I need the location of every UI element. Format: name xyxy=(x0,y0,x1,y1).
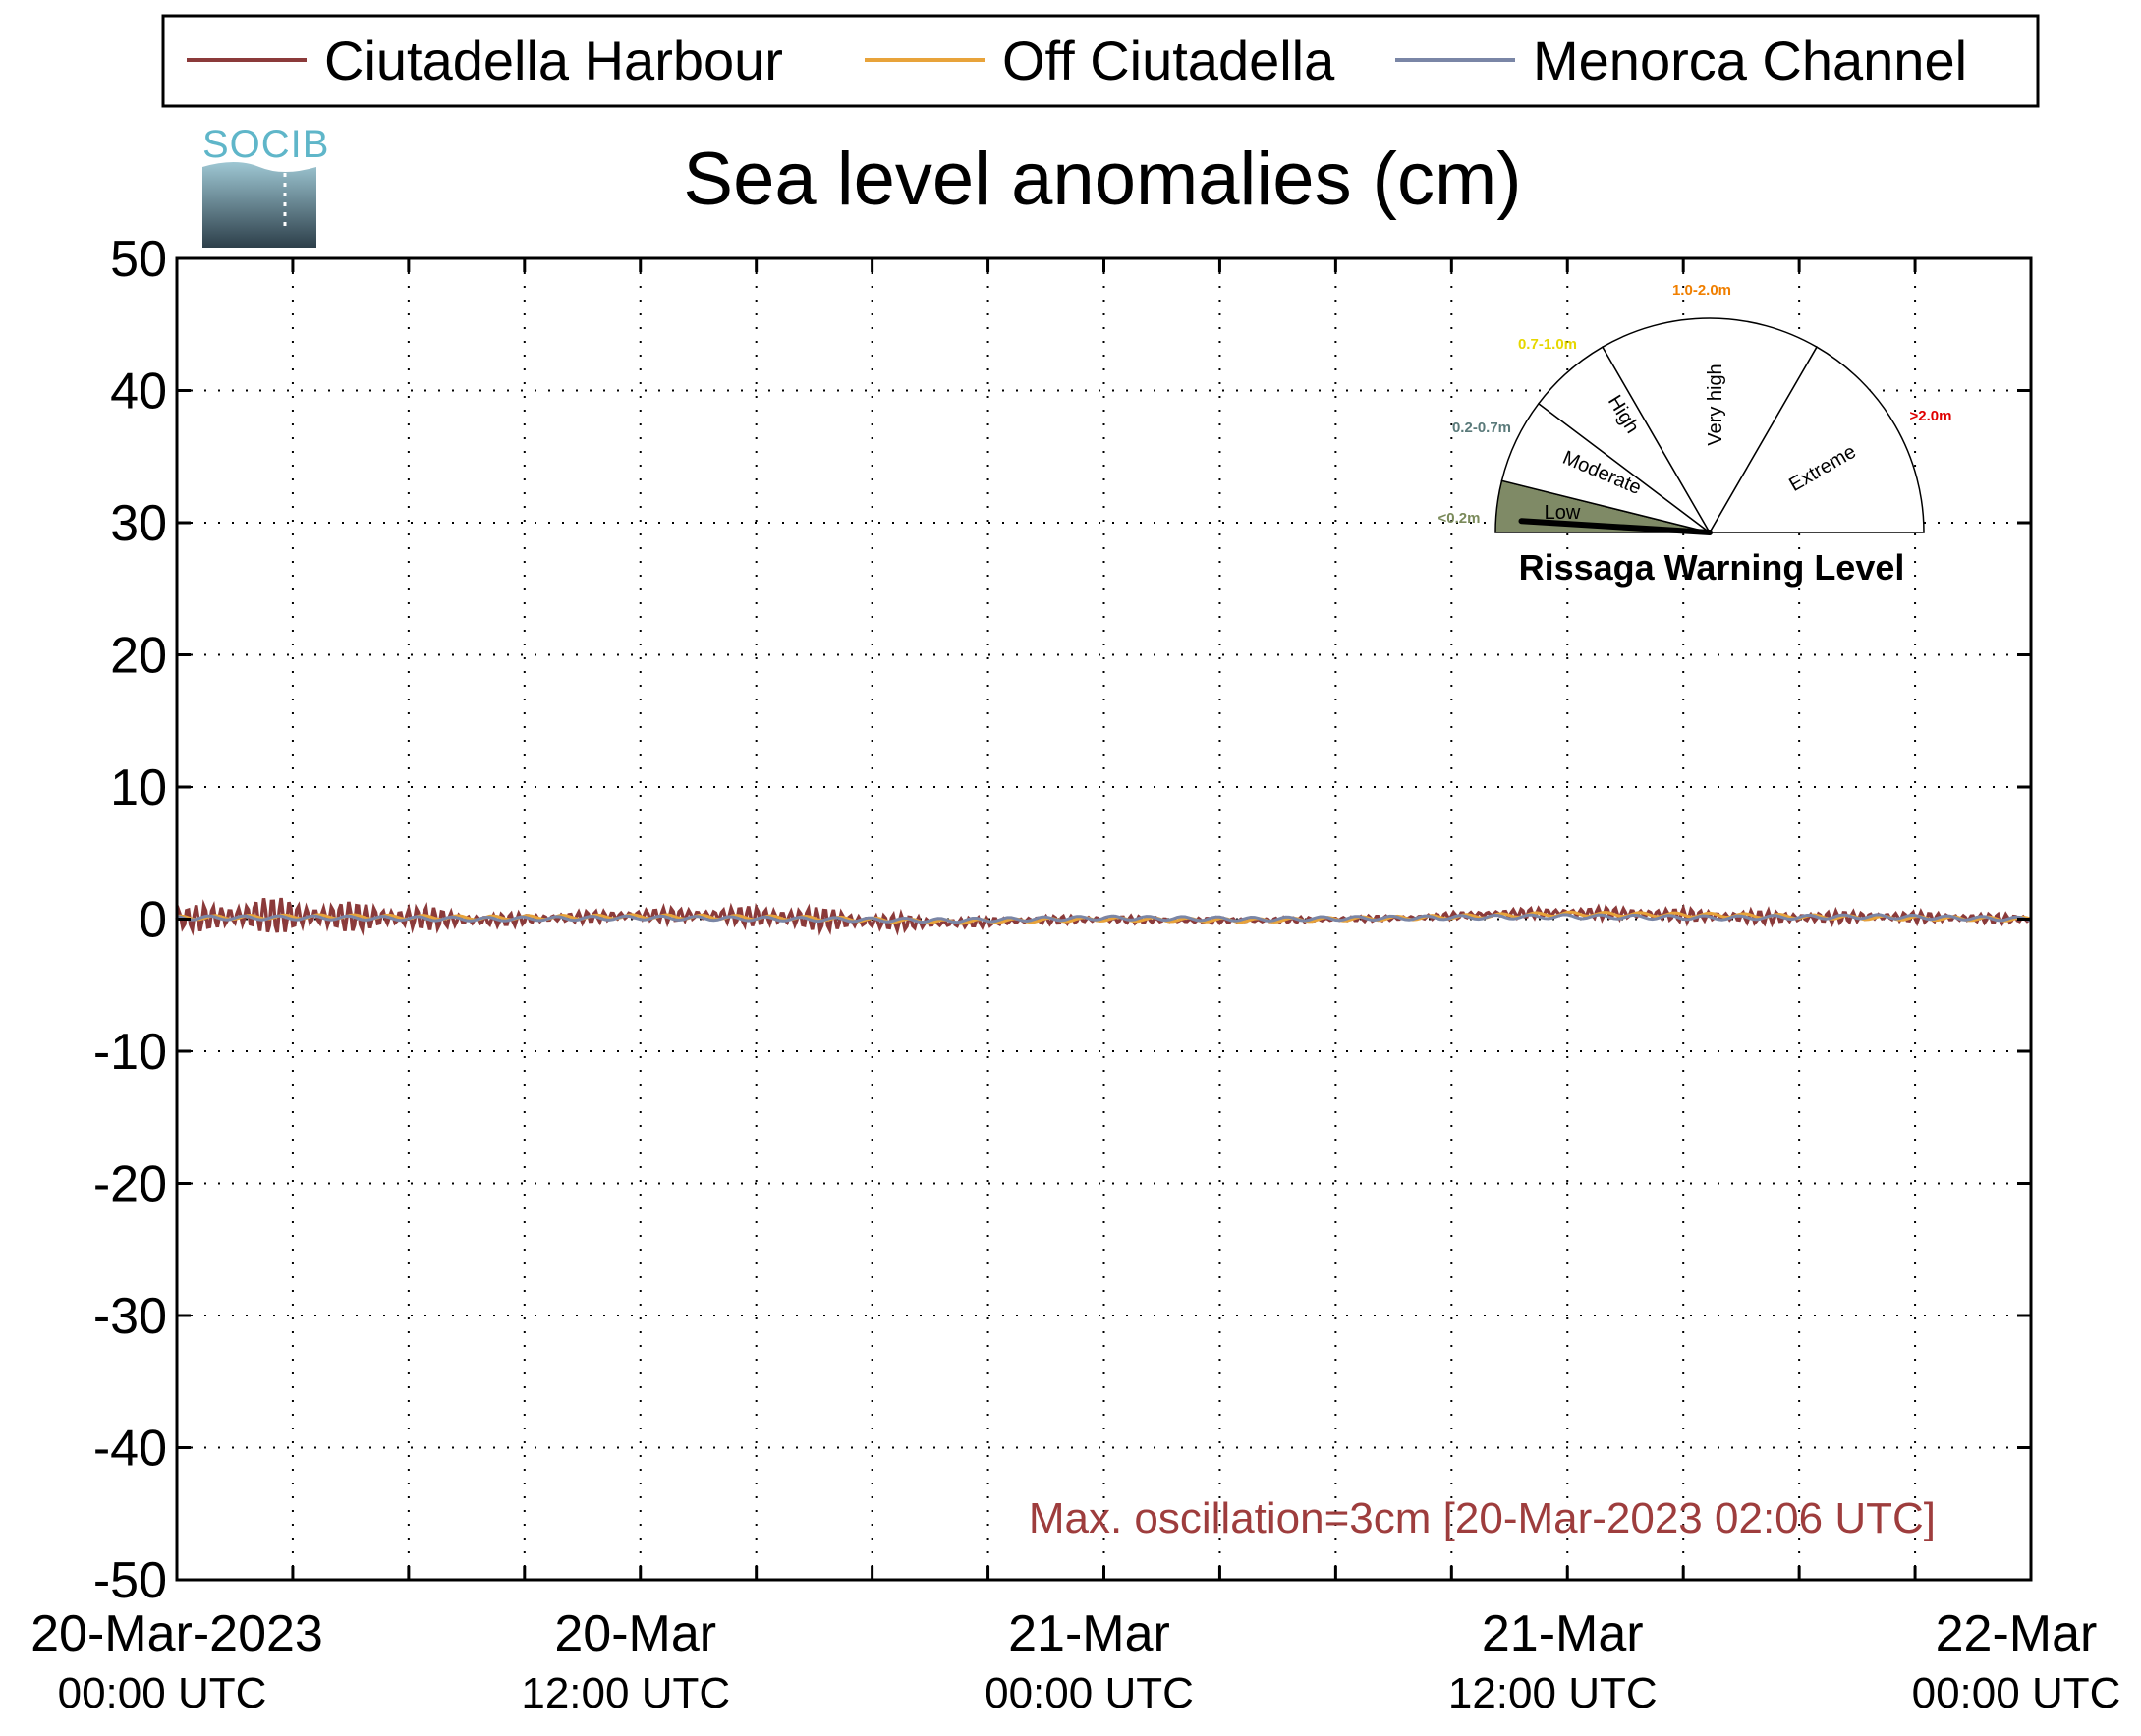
x-tick-time-label: 12:00 UTC xyxy=(1448,1669,1658,1717)
chart-title: Sea level anomalies (cm) xyxy=(683,138,1521,221)
y-tick-label: 50 xyxy=(110,231,167,288)
x-tick-date-label: 22-Mar xyxy=(1936,1605,2098,1662)
y-tick-label: -30 xyxy=(93,1288,167,1345)
gauge-segment-very-high xyxy=(1601,317,1819,534)
gauge-range-label: <0.2m xyxy=(1438,510,1481,527)
x-tick-date-label: 20-Mar xyxy=(554,1605,716,1662)
rissaga-warning-gauge: Rissaga Warning Level Low<0.2mModerate0.… xyxy=(1438,282,1952,588)
gauge-range-label: >2.0m xyxy=(1910,408,1952,424)
y-tick-label: 10 xyxy=(110,759,167,816)
legend: Ciutadella Harbour Off Ciutadella Menorc… xyxy=(161,14,2040,108)
x-tick-time-label: 12:00 UTC xyxy=(521,1669,730,1717)
gauge-segment-extreme xyxy=(1708,346,1925,533)
y-tick-label: 40 xyxy=(110,364,167,420)
series-layer xyxy=(175,897,2033,936)
y-tick-label: 20 xyxy=(110,628,167,685)
gauge-range-label: 0.7-1.0m xyxy=(1518,336,1577,353)
legend-label-ciutadella-harbour: Ciutadella Harbour xyxy=(324,29,783,91)
y-axis: 50 40 30 20 10 0 -10 -20 -30 -40 -50 xyxy=(93,231,2031,1609)
x-tick-date-label: 21-Mar xyxy=(1482,1605,1644,1662)
socib-logo: SOCIB xyxy=(202,123,329,248)
socib-logo-text: SOCIB xyxy=(202,123,329,166)
y-tick-label: -40 xyxy=(93,1421,167,1478)
y-tick-label: -10 xyxy=(93,1024,167,1081)
gauge-needle xyxy=(1518,518,1713,535)
plot-area: 50 40 30 20 10 0 -10 -20 -30 -40 -50 20-Mar-2023 00… xyxy=(30,231,2120,1717)
x-tick-date-label: 20-Mar-2023 xyxy=(30,1605,323,1662)
x-tick-time-label: 00:00 UTC xyxy=(58,1669,267,1717)
max-oscillation-annotation: Max. oscillation=3cm [20-Mar-2023 02:06 … xyxy=(1029,1494,1936,1542)
gauge-range-label: 1.0-2.0m xyxy=(1672,282,1731,299)
y-tick-label: 0 xyxy=(139,892,167,949)
legend-label-off-ciutadella: Off Ciutadella xyxy=(1002,29,1335,91)
y-tick-label: -50 xyxy=(93,1552,167,1609)
gauge-segment-label: Very high xyxy=(1705,364,1726,445)
gauge-segment-label: Low xyxy=(1545,502,1581,524)
x-tick-date-label: 21-Mar xyxy=(1008,1605,1170,1662)
series-line-menorca-channel xyxy=(176,913,2032,924)
x-tick-time-label: 00:00 UTC xyxy=(1912,1669,2121,1717)
gauge-range-label: 0.2-0.7m xyxy=(1452,420,1511,436)
x-tick-time-label: 00:00 UTC xyxy=(985,1669,1194,1717)
y-tick-label: 30 xyxy=(110,495,167,552)
gauge-title: Rissaga Warning Level xyxy=(1519,547,1905,588)
y-tick-label: -20 xyxy=(93,1156,167,1213)
legend-label-menorca-channel: Menorca Channel xyxy=(1533,29,1967,91)
x-axis: 20-Mar-2023 00:00 UTC 20-Mar 12:00 UTC 21-Ma… xyxy=(30,258,2120,1717)
